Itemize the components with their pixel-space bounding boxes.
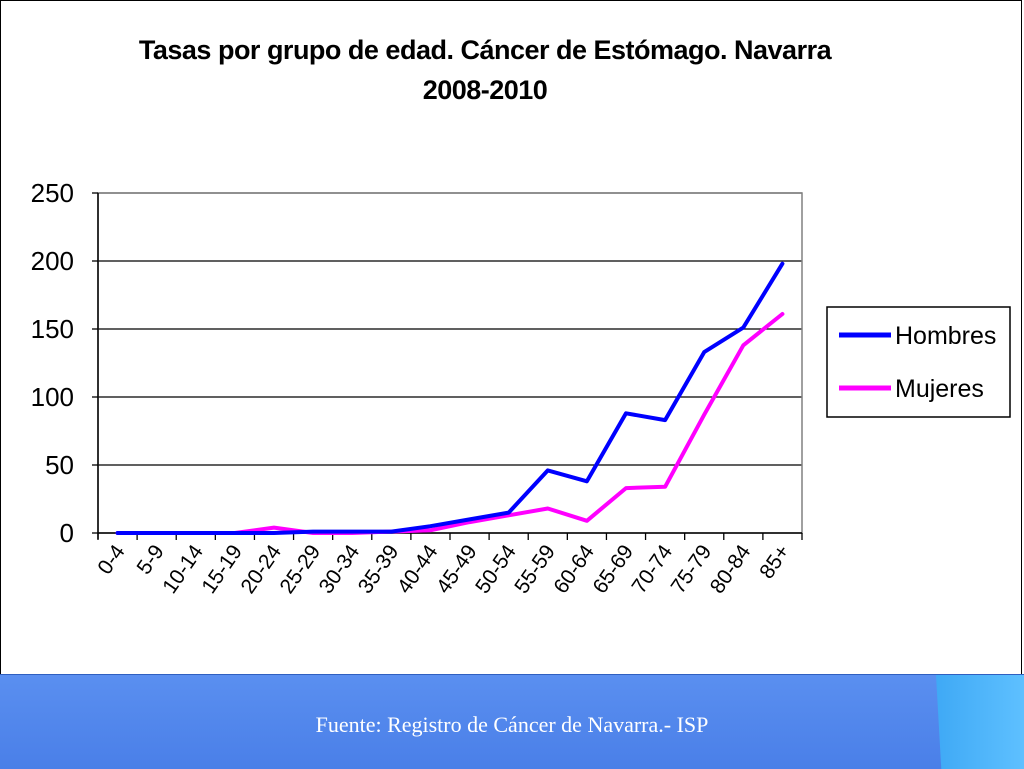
- x-tick-label: 15-19: [197, 541, 247, 598]
- x-tick-label: 10-14: [158, 540, 208, 597]
- footer-accent: [936, 675, 1024, 769]
- chart-subtitle: 2008-2010: [422, 75, 548, 105]
- legend-box: [826, 306, 1011, 418]
- y-tick-label: 0: [60, 518, 74, 548]
- footer-source-text: Fuente: Registro de Cáncer de Navarra.- …: [315, 712, 709, 737]
- line-chart: 0 50 100 150 200 250 0-4 5-910-1415-1920-2425-…: [31, 178, 1011, 598]
- x-tick-label: 35-39: [354, 541, 404, 598]
- chart-title: Tasas por grupo de edad. Cáncer de Estóm…: [138, 35, 832, 65]
- footer-bar: [0, 674, 1024, 769]
- series-line-mujeres: [115, 312, 785, 535]
- x-tick-label: 45-49: [432, 541, 482, 598]
- y-tick-label: 50: [45, 450, 74, 480]
- x-tick-label: 80-84: [706, 540, 756, 597]
- y-tick-label: 100: [31, 382, 74, 412]
- x-tick-labels: 0-4 5-910-1415-1920-2425-2930-3435-3940-4…: [93, 540, 794, 597]
- x-tick-label: 70-74: [628, 540, 678, 597]
- x-tick-label: 5-9: [133, 541, 169, 579]
- series-lines: [115, 261, 785, 535]
- x-tick-label: 60-64: [549, 540, 599, 597]
- legend-label-hombres: Hombres: [895, 322, 996, 350]
- y-tick-labels: 0 50 100 150 200 250: [31, 178, 74, 548]
- series-line-hombres: [115, 261, 785, 535]
- x-tick-label: 55-59: [510, 541, 560, 598]
- x-tick-label: 20-24: [236, 540, 286, 597]
- x-tick-label: 25-29: [276, 541, 326, 598]
- x-tick-label: 40-44: [393, 540, 443, 597]
- legend: Hombres Mujeres: [826, 306, 1011, 418]
- x-tick-label: 30-34: [315, 540, 365, 597]
- x-tick-label: 50-54: [471, 540, 521, 597]
- y-tick-label: 250: [31, 178, 74, 208]
- legend-label-mujeres: Mujeres: [895, 375, 984, 403]
- x-tick-label: 0-4: [93, 540, 129, 578]
- x-tick-label: 65-69: [588, 541, 638, 598]
- y-tick-label: 150: [31, 314, 74, 344]
- x-tick-label: 85+: [755, 541, 794, 583]
- x-tick-label: 75-79: [667, 541, 717, 598]
- gridlines: [98, 192, 802, 466]
- y-tick-label: 200: [31, 246, 74, 276]
